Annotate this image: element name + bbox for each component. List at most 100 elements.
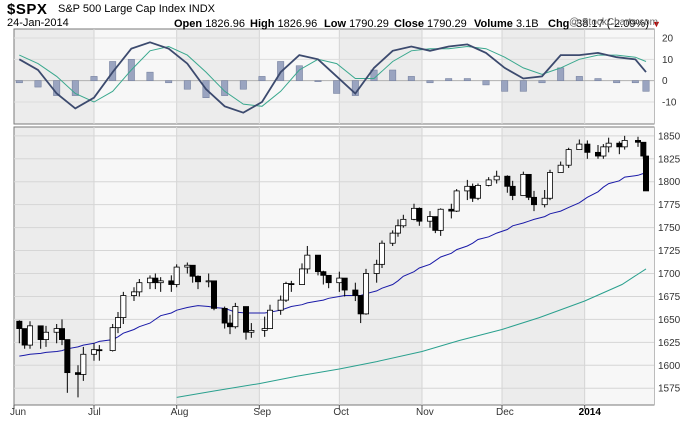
macd-histogram-bar xyxy=(519,80,527,92)
candle-body xyxy=(410,207,417,220)
symbol-label: $SPX xyxy=(7,1,48,18)
candle-body xyxy=(357,295,364,315)
macd-histogram-bar xyxy=(594,78,602,81)
candle-body xyxy=(277,299,284,311)
price-tick-label: 1850 xyxy=(658,131,681,142)
candle-body xyxy=(509,185,516,196)
macd-histogram-bar xyxy=(407,76,415,81)
macd-histogram-bar xyxy=(333,80,341,94)
macd-histogram-bar xyxy=(146,71,154,81)
volume-value: 3.1B xyxy=(515,18,539,30)
candle-body xyxy=(26,325,33,346)
candle-body xyxy=(232,306,239,328)
x-tick-label: 2014 xyxy=(579,407,602,418)
candle-body xyxy=(432,216,439,231)
candle-body xyxy=(152,277,159,284)
candle-body xyxy=(282,283,289,301)
price-tick-label: 1600 xyxy=(658,361,681,372)
macd-histogram-bar xyxy=(501,80,509,92)
candle-body xyxy=(576,143,583,151)
candle-body xyxy=(184,264,191,268)
candle-body xyxy=(80,353,87,375)
macd-panel xyxy=(13,28,655,125)
candle-body xyxy=(266,309,273,329)
x-tick-label: Sep xyxy=(253,407,271,418)
axes: 20 10 0 -10 1850 1825 1800 1775 1750 1725 1700 1675… xyxy=(658,34,681,395)
macd-histogram-bar xyxy=(90,76,98,81)
candle-body xyxy=(21,328,28,346)
candle-body xyxy=(210,280,217,309)
price-tick-label: 1825 xyxy=(658,154,681,165)
candle-body xyxy=(378,242,385,265)
macd-tick-label: -10 xyxy=(662,98,677,109)
chart-date: 24-Jan-2014 xyxy=(7,17,69,29)
low-value: 1790.29 xyxy=(349,18,389,30)
candle-body xyxy=(565,149,572,166)
candle-body xyxy=(616,142,623,148)
candle-body xyxy=(547,172,554,199)
price-tick-label: 1775 xyxy=(658,200,681,211)
candle-body xyxy=(605,142,612,148)
candle-body xyxy=(531,196,538,206)
candle-body xyxy=(635,140,642,143)
candle-body xyxy=(373,263,380,274)
open-quote: Open 1826.96 xyxy=(174,18,245,30)
open-label: Open xyxy=(174,18,203,30)
candle-body xyxy=(362,273,369,315)
open-value: 1826.96 xyxy=(205,18,245,30)
macd-histogram-bar xyxy=(71,80,79,96)
candle-body xyxy=(336,277,343,284)
macd-histogram-bar xyxy=(389,69,397,81)
candle-body xyxy=(304,254,311,270)
candle-body xyxy=(464,185,471,192)
candle-body xyxy=(320,271,327,276)
x-tick-label: Dec xyxy=(496,407,514,418)
change-quote: Chg -38.17 (-2.09%) ▼ xyxy=(548,18,661,30)
x-tick-label: Jul xyxy=(88,407,101,418)
close-value: 1790.29 xyxy=(427,18,467,30)
candle-body xyxy=(493,175,500,181)
candle-body xyxy=(96,349,103,352)
candle-body xyxy=(173,266,180,285)
macd-line xyxy=(18,41,647,114)
candle-body xyxy=(75,372,82,375)
macd-histogram-bar xyxy=(538,80,546,84)
candle-body xyxy=(437,208,444,231)
change-label: Chg xyxy=(548,18,570,30)
candle-body xyxy=(189,264,196,277)
candle-body xyxy=(621,140,628,148)
macd-histogram-bar xyxy=(183,80,191,90)
candle-body xyxy=(525,173,532,198)
candle-body xyxy=(109,327,116,352)
month-band xyxy=(94,29,177,124)
high-value: 1826.96 xyxy=(277,18,318,30)
volume-quote: Volume 3.1B xyxy=(474,18,539,30)
candle-body xyxy=(584,143,591,153)
x-tick-label: Oct xyxy=(333,407,349,418)
candle-body xyxy=(541,197,548,206)
candle-body xyxy=(453,190,460,212)
price-tick-label: 1725 xyxy=(658,246,681,257)
candle-body xyxy=(146,277,153,284)
macd-histogram-bar xyxy=(165,80,173,84)
candle-body xyxy=(325,274,332,284)
macd-histogram-bar xyxy=(482,80,490,86)
close-label: Close xyxy=(394,18,424,30)
price-tick-label: 1800 xyxy=(658,177,681,188)
candle-body xyxy=(64,339,71,374)
month-band xyxy=(422,127,502,405)
candle-body xyxy=(557,164,564,173)
candle-body xyxy=(136,282,143,293)
candle-body xyxy=(426,216,433,222)
month-band xyxy=(94,127,177,405)
candle-body xyxy=(314,254,321,273)
macd-histogram-bar xyxy=(557,67,565,81)
price-tick-label: 1675 xyxy=(658,292,681,303)
candle-body xyxy=(130,291,137,296)
candle-body xyxy=(416,207,423,222)
sma-200-line xyxy=(176,268,647,398)
candle-body xyxy=(194,275,201,283)
sma-50-line xyxy=(19,172,647,357)
candle-body xyxy=(168,280,175,285)
exchange-label: INDX xyxy=(188,3,215,15)
